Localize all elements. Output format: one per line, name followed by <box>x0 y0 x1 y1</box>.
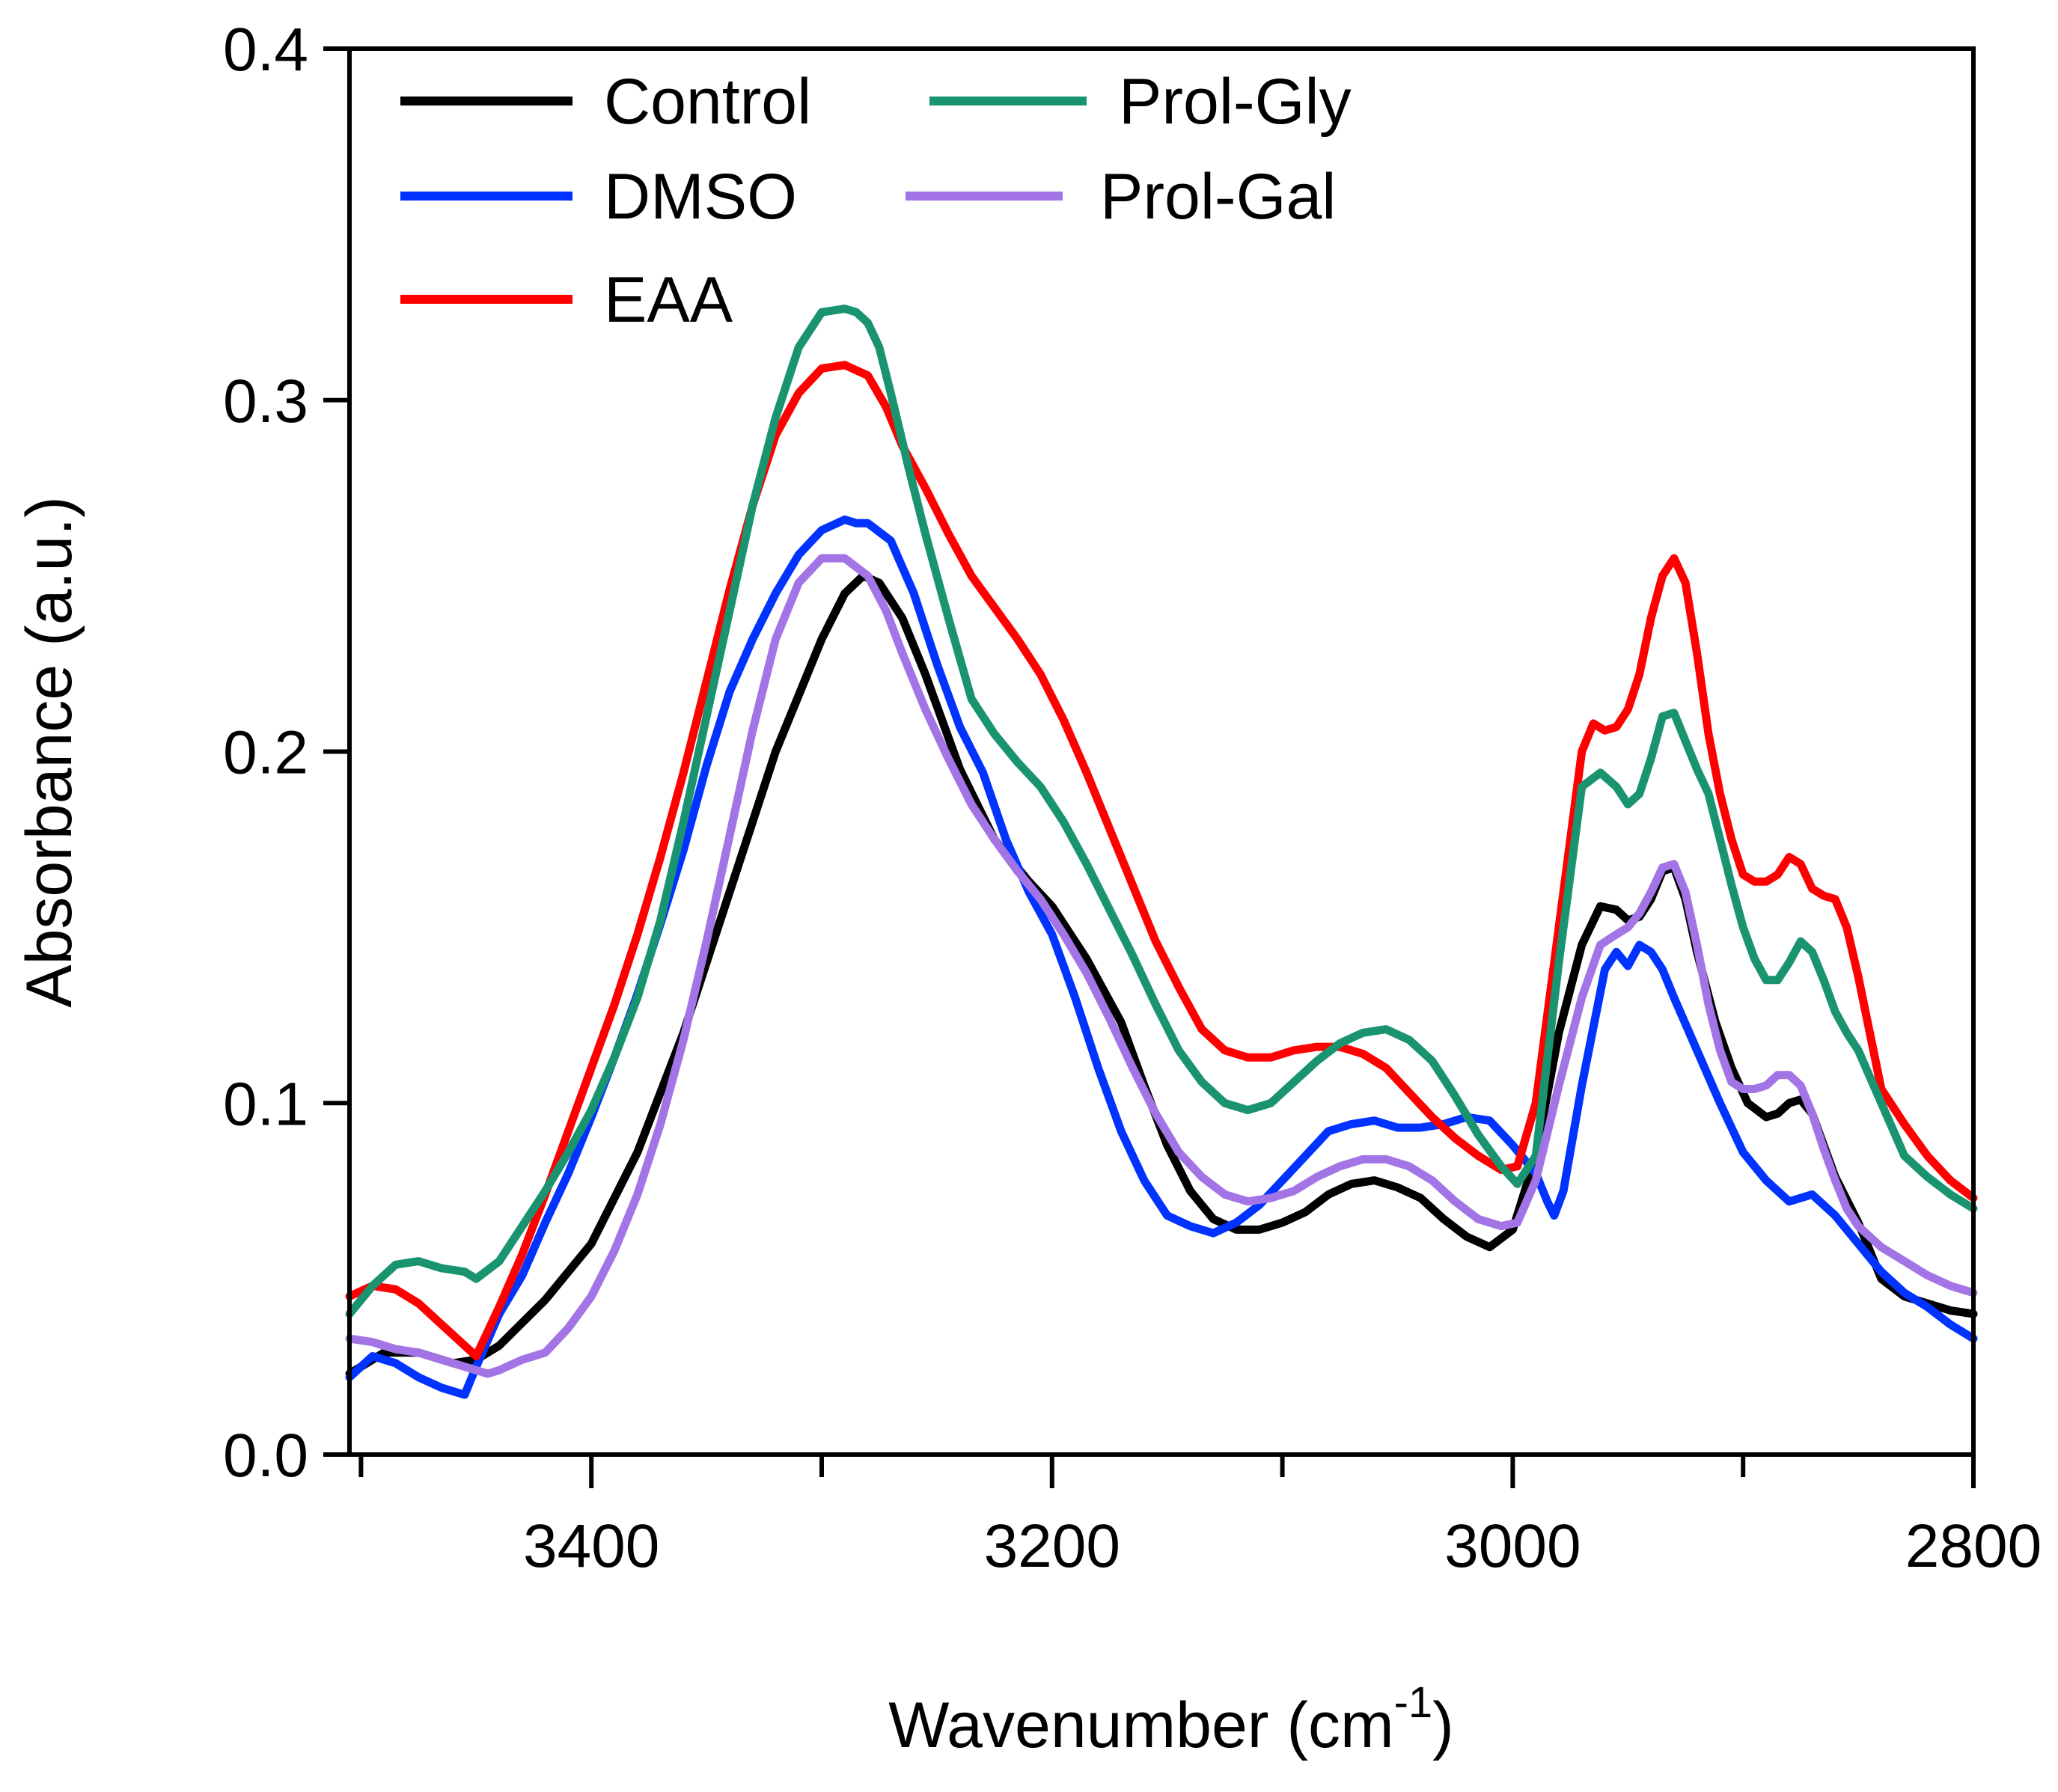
x-axis-title: Wavenumber (cm-1) <box>888 1678 1454 1761</box>
x-axis-title-main: Wavenumber (cm <box>888 1689 1393 1761</box>
series-layer <box>345 305 1978 1399</box>
y-tick-label: 0.2 <box>223 719 308 787</box>
x-tick-label: 3000 <box>1444 1512 1581 1580</box>
series-line-eaa <box>345 361 1978 1360</box>
x-axis-title-superscript: -1 <box>1394 1678 1433 1727</box>
legend-label-dmso: DMSO <box>604 161 797 233</box>
series-line-prol-gal <box>345 554 1978 1378</box>
legend-label-prol-gal: Prol-Gal <box>1100 161 1336 233</box>
x-tick-label: 3400 <box>523 1512 659 1580</box>
y-tick-label: 0.1 <box>223 1070 308 1138</box>
series-line-prol-gly <box>345 305 1978 1318</box>
x-axis-ticks: 3400 3200 3000 2800 <box>358 1455 2042 1580</box>
legend-label-eaa: EAA <box>604 264 733 336</box>
series-line-control <box>345 572 1978 1378</box>
legend-label-control: Control <box>604 66 811 138</box>
y-axis-ticks: 0.0 0.1 0.2 0.3 0.4 <box>223 16 349 1490</box>
legend-label-prol-gly: Prol-Gly <box>1119 66 1352 138</box>
y-tick-label: 0.4 <box>223 16 308 84</box>
x-tick-label: 3200 <box>984 1512 1120 1580</box>
y-axis-title: Absorbance (a.u.) <box>13 496 85 1008</box>
legend: Control DMSO EAA Prol-Gly Prol-Gal <box>400 66 1352 336</box>
x-tick-label: 2800 <box>1905 1512 2042 1580</box>
x-axis-title-suffix: ) <box>1432 1689 1454 1761</box>
y-tick-label: 0.0 <box>223 1422 308 1490</box>
y-tick-label: 0.3 <box>223 367 308 435</box>
